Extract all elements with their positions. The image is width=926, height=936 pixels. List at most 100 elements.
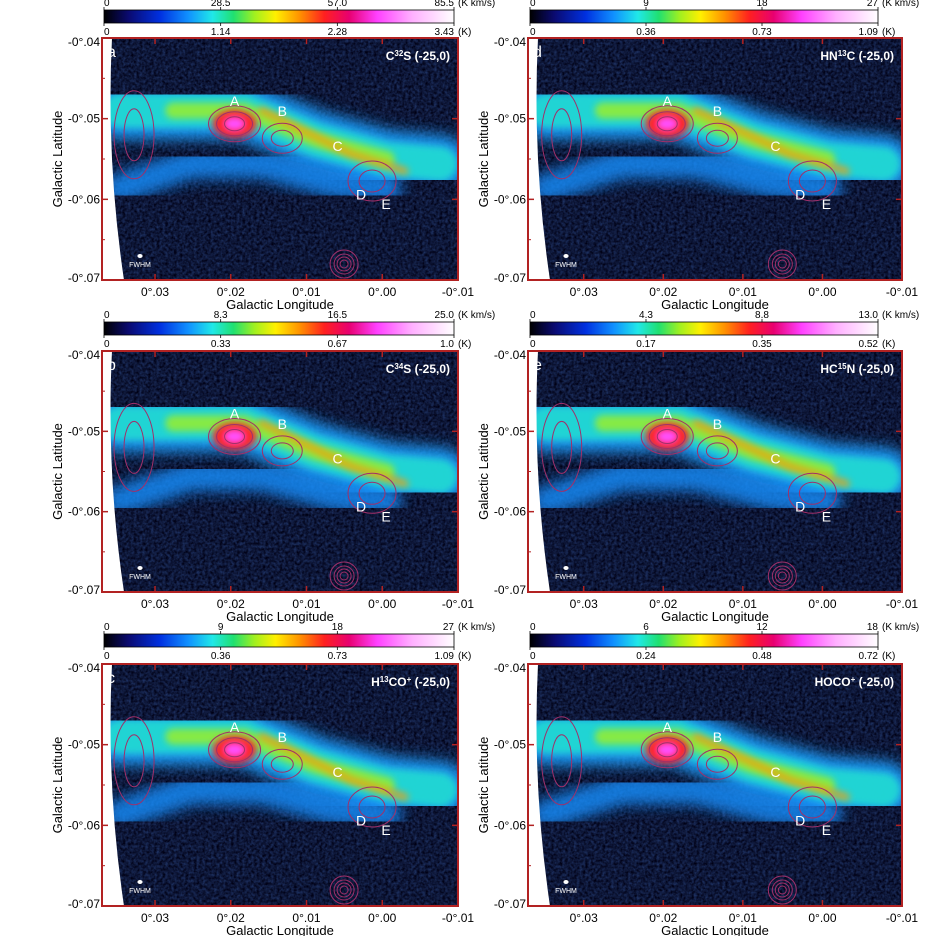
contour-b [270,442,294,460]
contour-a [216,111,254,137]
molecule-label: HN13C (-25,0) [820,49,894,64]
contour-b [261,748,303,780]
ridge-inner [594,728,836,793]
colorbar-bottom-tick-label: 0.73 [752,27,772,38]
contour-west [123,420,145,474]
colorbar-bottom-tick-label: 0.24 [636,651,656,662]
contour-a [656,116,678,132]
colorbar-top-unit: (K km/s) [882,0,919,9]
contour-west [551,108,573,162]
y-tick-label: -0°.04 [68,348,100,362]
source-label-b: B [278,729,287,745]
y-tick-label: -0°.06 [68,192,100,206]
y-tick-label: -0°.04 [494,661,526,675]
colorbar-bottom-tick-label: 0 [104,339,110,350]
colorbar-bottom-tick-label: 0 [530,339,536,350]
y-tick-label: -0°.05 [494,424,526,438]
coverage-edge [102,38,124,280]
colorbar-top-tick-label: 28.5 [211,0,231,9]
colorbar-bottom-tick-label: 0 [104,27,110,38]
contour-de [347,472,397,514]
x-tick-label: 0°.03 [141,285,169,299]
x-tick-label: 0°.02 [649,911,677,925]
ridge-lower-arc [531,148,843,204]
y-tick-label: -0°.06 [494,818,526,832]
colorbar-gradient [529,9,879,24]
colorbar-gradient [529,321,879,336]
contour-sgr [336,882,352,898]
ridge-lower-arc [104,774,402,830]
colorbar-top-tick-label: 57.0 [328,0,348,9]
x-axis-label: Galactic Longitude [226,297,334,312]
y-tick-label: -0°.04 [494,348,526,362]
source-label-a: A [663,405,673,421]
colorbar-gradient [103,9,455,24]
panel-letter: c [107,670,115,687]
contour-sgr [767,875,797,905]
y-axis-label: Galactic Latitude [50,423,65,520]
y-tick-label: -0°.04 [68,35,100,49]
contour-b [705,129,729,147]
source-label-d: D [356,499,366,515]
contour-sgr [767,561,797,591]
y-tick-label: -0°.05 [68,738,100,752]
y-tick-label: -0°.06 [494,505,526,519]
panel-letter: d [533,44,542,61]
ridge-inner [594,415,836,480]
colorbar-top-tick-label: 6 [643,622,649,633]
colorbar-top-tick-label: 0 [530,622,536,633]
ridge-lower-arc [104,148,402,204]
x-tick-label: 0°.03 [570,911,598,925]
panel-e: 0 4.3 8.8 13.0 (K km/s) 0 0.17 0.35 0.52 (K) FWHM A… [476,310,919,624]
panel-letter: f [533,670,538,687]
colorbar-bottom-tick-label: 2.28 [328,27,348,38]
beam-ellipse-icon [563,880,569,884]
x-tick-label: -0°.01 [886,285,918,299]
colorbar-bottom-tick-label: 0.67 [328,339,348,350]
panel-letter: a [107,44,116,61]
colorbar-top-tick-label: 0 [530,310,536,321]
beam-label: FWHM [129,574,151,581]
x-tick-label: 0°.00 [368,285,396,299]
contour-b [705,442,729,460]
ridge-lower-arc [531,774,843,830]
panel-letter: b [107,357,116,374]
colorbar-bottom-tick-label: 0 [104,651,110,662]
contour-sgr [333,253,355,275]
contour-de [798,795,826,819]
x-tick-label: 0°.02 [217,911,245,925]
contour-west [113,402,155,492]
contour-de [347,160,397,202]
y-tick-label: -0°.05 [68,424,100,438]
panel-b: 0 8.3 16.5 25.0 (K km/s) 0 0.33 0.67 1.0 (K) FWHM A… [50,310,495,624]
contour-sgr [339,885,349,895]
source-label-c: C [770,450,780,466]
colorbar-top-tick-label: 0 [104,0,110,9]
contour-b [696,435,738,467]
contour-a [216,737,254,763]
source-label-c: C [333,450,343,466]
beam-label: FWHM [555,262,577,269]
x-tick-label: 0°.03 [141,597,169,611]
colorbar-bottom-tick-label: 0.17 [636,339,656,350]
x-axis-label: Galactic Longitude [661,923,769,936]
contour-a [648,737,686,763]
colorbar-top-tick-label: 25.0 [435,310,455,321]
contour-west [113,90,155,180]
contour-a [208,731,262,769]
coverage-edge [528,38,550,280]
contour-sgr [329,875,359,905]
contour-sgr [771,565,793,587]
y-axis-label: Galactic Latitude [476,737,491,834]
intensity-map [102,38,458,280]
x-tick-label: 0°.01 [292,911,320,925]
panel-a: 0 28.5 57.0 85.5 (K km/s) 0 1.14 2.28 3.43 (K) FWH… [50,0,495,312]
molecule-label: C34S (-25,0) [386,362,450,377]
beam-ellipse-icon [137,566,143,570]
contour-a [640,105,694,143]
contour-a [208,105,262,143]
contour-west [123,734,145,788]
contour-de [347,786,397,828]
x-tick-label: -0°.01 [886,597,918,611]
y-tick-label: -0°.07 [68,271,100,285]
